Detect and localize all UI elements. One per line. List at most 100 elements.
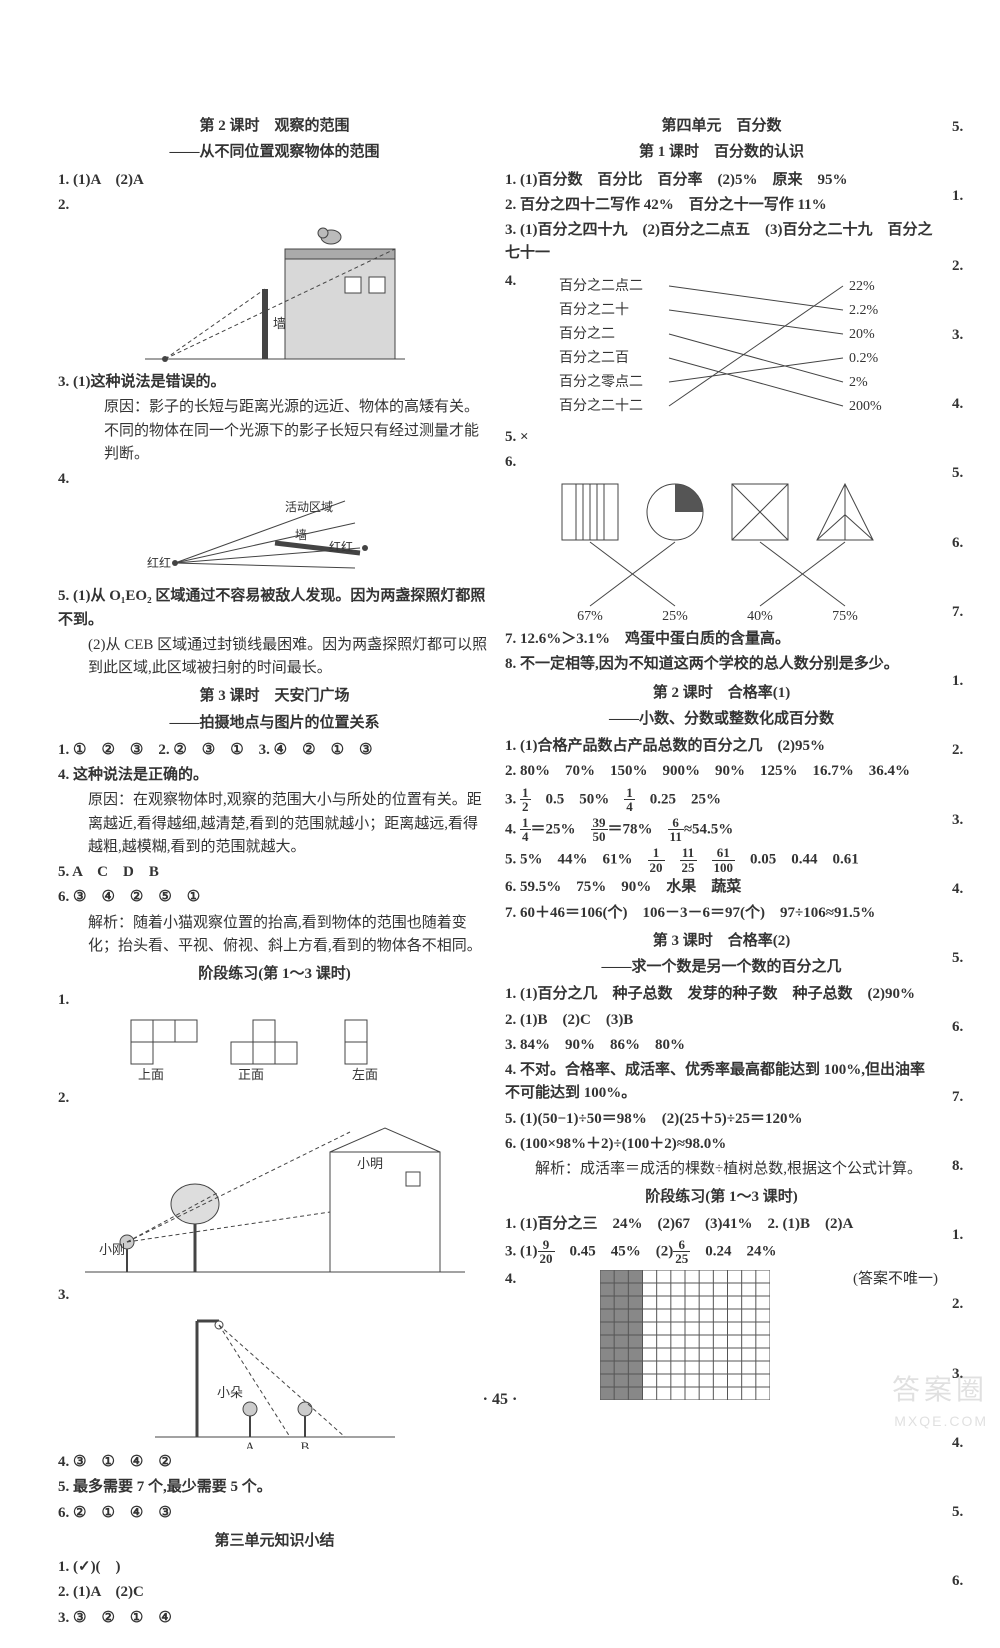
str-q1: 1. (1)百分之三 24% (2)67 (3)41% 2. (1)B (2)A — [505, 1213, 938, 1236]
figure-lamp: 小朵AB — [155, 1309, 395, 1449]
st-q1: 1. — [58, 989, 491, 1012]
st-q5: 5. 最多需要 7 个,最少需要 5 个。 — [58, 1476, 491, 1499]
l3-q4a: 4. 这种说法是正确的。 — [58, 764, 491, 787]
svg-text:墙: 墙 — [295, 528, 307, 542]
svg-text:百分之二点二: 百分之二点二 — [559, 278, 643, 294]
figure-grid — [600, 1270, 770, 1400]
st-q2: 2. — [58, 1087, 491, 1110]
st-q6: 6. ② ① ④ ③ — [58, 1502, 491, 1525]
l2-q5: 5. 5% 44% 61% 120 1125 61100 0.05 0.44 0… — [505, 846, 938, 874]
svg-text:上面: 上面 — [137, 1067, 163, 1082]
svg-text:红红: 红红 — [147, 555, 171, 570]
l2-q4: 4. 14＝25% 3950＝78% 611≈54.5% — [505, 816, 938, 844]
st-q3: 3. — [58, 1284, 491, 1307]
svg-text:活动区域: 活动区域 — [285, 500, 333, 514]
r-lesson2-a: 第 2 课时 合格率(1) — [505, 682, 938, 705]
watermark-bottom: MXQE.COM — [892, 1411, 988, 1433]
l-q2: 2. — [58, 194, 491, 217]
svg-text:0.2%: 0.2% — [849, 351, 879, 366]
svg-text:25%: 25% — [662, 609, 688, 624]
r-q8: 8. 不一定相等,因为不知道这两个学校的总人数分别是多少。 — [505, 653, 938, 676]
svg-text:百分之二百: 百分之二百 — [559, 350, 629, 366]
r-lesson3-a: 第 3 课时 合格率(2) — [505, 930, 938, 953]
l2-q7: 7. 60＋46＝106(个) 106－3－6＝97(个) 97÷106≈91.… — [505, 902, 938, 925]
l-q3b: 原因：影子的长短与距离光源的远近、物体的高矮有关。不同的物体在同一个光源下的影子… — [58, 396, 491, 466]
l3-q5: 5. A C D B — [58, 861, 491, 884]
st-q4: 4. ③ ① ④ ② — [58, 1451, 491, 1474]
u3-q2: 2. (1)A (2)C — [58, 1581, 491, 1604]
l3r-q6b: 解析：成活率＝成活的棵数÷植树总数,根据这个公式计算。 — [505, 1158, 938, 1181]
figure-scene: 小明小刚 — [85, 1112, 465, 1282]
l3-q6a: 6. ③ ④ ② ⑤ ① — [58, 886, 491, 909]
l-q1: 1. (1)A (2)A — [58, 169, 491, 192]
svg-text:小明: 小明 — [357, 1156, 383, 1171]
figure-shapes: 67% 25% 40% 75% — [552, 476, 892, 626]
svg-text:2%: 2% — [849, 375, 868, 390]
svg-text:墙: 墙 — [273, 316, 286, 331]
figure-match: 百分之二点二百分之二十百分之二百分之二百百分之零点二百分之二十二 22% 2.2% 2… — [549, 268, 909, 424]
watermark-top: 答案圈 — [892, 1368, 988, 1411]
lesson3-title-a: 第 3 课时 天安门广场 — [58, 685, 491, 708]
str-q4: 4. — [505, 1268, 516, 1291]
svg-text:百分之零点二: 百分之零点二 — [559, 374, 643, 390]
svg-text:红红: 红红 — [329, 539, 353, 554]
l2-q3: 3. 12 0.5 50% 14 0.25 25% — [505, 786, 938, 814]
l3r-q1: 1. (1)百分之几 种子总数 发芽的种子数 种子总数 (2)90% — [505, 983, 938, 1006]
u3-q3: 3. ③ ② ① ④ — [58, 1607, 491, 1630]
r-q5: 5. × — [505, 426, 938, 449]
svg-text:B: B — [300, 1439, 309, 1449]
l3-q6b: 解析：随着小猫观察位置的抬高,看到物体的范围也随着变化；抬头看、平视、俯视、斜上… — [58, 912, 491, 959]
r-q7: 7. 12.6%＞3.1% 鸡蛋中蛋白质的含量高。 — [505, 628, 938, 651]
l-q5b: (2)从 CEB 区域通过封锁线最困难。因为两盏探照灯都可以照到此区域,此区域被… — [58, 634, 491, 681]
svg-text:左面: 左面 — [351, 1067, 377, 1082]
l-q4: 4. — [58, 468, 491, 491]
l2-q2: 2. 80% 70% 150% 900% 90% 125% 16.7% 36.4… — [505, 760, 938, 783]
l3r-q2: 2. (1)B (2)C (3)B — [505, 1009, 938, 1032]
figure-views: 上面 正面 左面 — [125, 1015, 425, 1085]
svg-text:A: A — [245, 1439, 255, 1449]
lesson3-title-b: ——拍摄地点与图片的位置关系 — [58, 712, 491, 735]
r-q2: 2. 百分之四十二写作 42% 百分之十一写作 11% — [505, 194, 938, 217]
figure-fan: 红红 活动区域墙红红 — [145, 493, 405, 583]
r-lesson2-b: ——小数、分数或整数化成百分数 — [505, 708, 938, 731]
r-q4-prefix: 4. — [505, 270, 516, 293]
u3-q1: 1. (✓)( ) — [58, 1556, 491, 1579]
r-lesson3-b: ——求一个数是另一个数的百分之几 — [505, 956, 938, 979]
r-q6: 6. — [505, 451, 938, 474]
l2-q1: 1. (1)合格产品数占产品总数的百分之几 (2)95% — [505, 735, 938, 758]
svg-text:67%: 67% — [577, 609, 603, 624]
svg-text:22%: 22% — [849, 279, 875, 294]
r-q1: 1. (1)百分数 百分比 百分率 (2)5% 原来 95% — [505, 169, 938, 192]
l3r-q3: 3. 84% 90% 86% 80% — [505, 1034, 938, 1057]
svg-text:75%: 75% — [832, 609, 858, 624]
l-q5a: 5. (1)从 O₁EO₂ 区域通过不容易被敌人发现。因为两盏探照灯都照不到。 — [58, 585, 491, 632]
lesson2-title-b: ——从不同位置观察物体的范围 — [58, 141, 491, 164]
l3-q1: 1. ① ② ③ 2. ② ③ ① 3. ④ ② ① ③ — [58, 739, 491, 762]
l3r-q5: 5. (1)(50−1)÷50＝98% (2)(25＋5)÷25＝120% — [505, 1108, 938, 1131]
svg-text:百分之二: 百分之二 — [559, 326, 615, 342]
watermark: 答案圈 MXQE.COM — [892, 1368, 988, 1433]
svg-text:百分之二十二: 百分之二十二 — [559, 398, 643, 414]
l3-q4b: 原因：在观察物体时,观察的范围大小与所处的位置有关。距离越近,看得越细,越清楚,… — [58, 789, 491, 859]
l2-q6: 6. 59.5% 75% 90% 水果 蔬菜 — [505, 876, 938, 899]
figure-house: 墙 — [145, 219, 405, 369]
r-lesson1-title: 第 1 课时 百分数的认识 — [505, 141, 938, 164]
svg-text:百分之二十: 百分之二十 — [559, 302, 629, 318]
svg-text:小刚: 小刚 — [99, 1242, 125, 1257]
svg-text:40%: 40% — [747, 609, 773, 624]
lesson2-title-a: 第 2 课时 观察的范围 — [58, 115, 491, 138]
svg-text:20%: 20% — [849, 327, 875, 342]
str-q3: 3. (1)920 0.45 45% (2)625 0.24 24% — [505, 1238, 938, 1266]
unit4-title: 第四单元 百分数 — [505, 115, 938, 138]
stage-title-r: 阶段练习(第 1～3 课时) — [505, 1186, 938, 1209]
svg-text:2.2%: 2.2% — [849, 303, 879, 318]
page-number: · 45 · — [0, 1388, 1000, 1413]
l3r-q4a: 4. 不对。合格率、成活率、优秀率最高都能达到 100%,但出油率不可能达到 1… — [505, 1059, 938, 1106]
stage-title-l: 阶段练习(第 1～3 课时) — [58, 963, 491, 986]
l-q3a: 3. (1)这种说法是错误的。 — [58, 371, 491, 394]
unit3-title: 第三单元知识小结 — [58, 1530, 491, 1553]
svg-text:正面: 正面 — [237, 1067, 263, 1082]
r-q3: 3. (1)百分之四十九 (2)百分之二点五 (3)百分之二十九 百分之七十一 — [505, 219, 938, 266]
str-q4-note: (答案不唯一) — [853, 1268, 938, 1291]
l3r-q6a: 6. (100×98%＋2)÷(100＋2)≈98.0% — [505, 1133, 938, 1156]
